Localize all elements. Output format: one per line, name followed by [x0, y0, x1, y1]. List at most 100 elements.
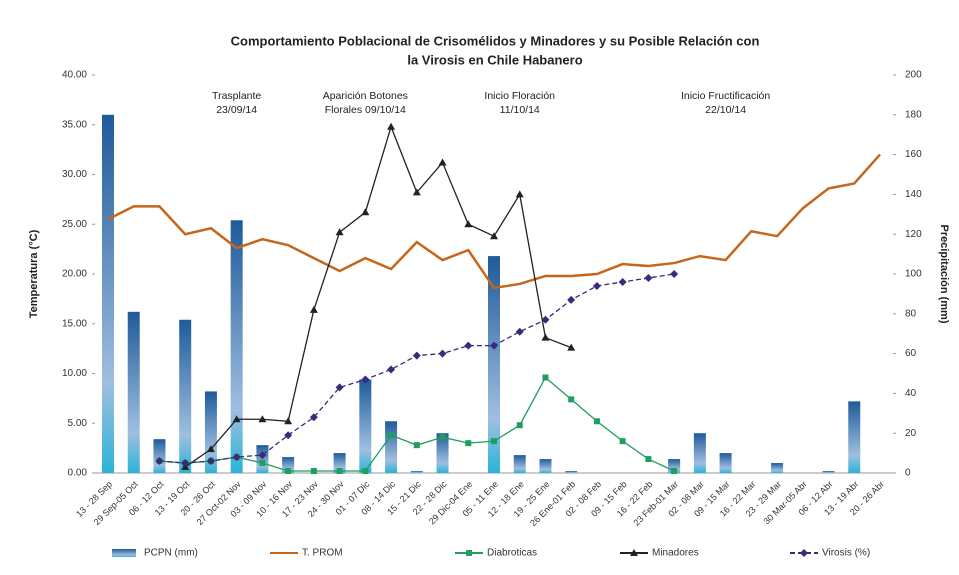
marker — [800, 549, 808, 557]
marker — [361, 375, 370, 384]
marker — [155, 457, 164, 466]
annotation: Aparición Botones — [323, 90, 408, 102]
y2-tick-label: 200 — [905, 70, 922, 81]
y-tick-label: 5.00 — [68, 418, 88, 429]
series-line — [107, 153, 881, 290]
marker — [515, 327, 524, 336]
y-tick-label: 35.00 — [62, 119, 87, 130]
marker — [413, 442, 420, 449]
bar — [385, 421, 398, 473]
marker — [232, 453, 241, 462]
marker — [284, 417, 293, 425]
y2-tick-label: 100 — [905, 269, 922, 280]
marker — [671, 468, 678, 475]
legend-label: T. PROM — [302, 548, 343, 559]
marker — [335, 383, 344, 392]
marker — [309, 413, 318, 422]
marker — [516, 422, 523, 429]
bar — [719, 453, 732, 473]
marker — [465, 440, 472, 447]
marker — [438, 158, 447, 166]
y-tick-label: 20.00 — [62, 269, 87, 280]
legend-swatch — [112, 549, 136, 557]
annotation: Florales 09/10/14 — [325, 104, 406, 116]
marker — [258, 451, 267, 460]
y2-tick-label: 140 — [905, 189, 922, 200]
bar — [822, 471, 835, 473]
y2-tick-label: 40 — [905, 388, 917, 399]
marker — [438, 349, 447, 358]
marker — [670, 270, 679, 278]
bar — [179, 319, 192, 473]
annotation: 11/10/14 — [500, 104, 540, 116]
legend-label: Minadores — [652, 548, 699, 559]
marker — [542, 374, 549, 381]
marker — [206, 457, 215, 466]
marker — [515, 190, 524, 198]
marker — [541, 333, 550, 341]
y2-tick-label: 180 — [905, 109, 922, 120]
marker — [490, 341, 498, 350]
bar — [102, 114, 114, 474]
marker — [541, 315, 550, 324]
marker — [336, 468, 343, 475]
marker — [466, 550, 472, 556]
y2-tick-label: 60 — [905, 348, 917, 359]
marker — [490, 232, 498, 240]
marker — [181, 459, 190, 468]
marker — [618, 277, 627, 286]
bar — [848, 401, 861, 473]
marker — [464, 220, 473, 228]
y2-tick-label: 120 — [905, 229, 922, 240]
marker — [387, 122, 396, 130]
y2-axis-title: Precipitación (mm) — [938, 224, 950, 323]
marker — [593, 418, 600, 425]
marker — [206, 445, 215, 453]
bar — [771, 463, 784, 473]
marker — [619, 438, 626, 445]
marker — [412, 188, 421, 196]
marker — [567, 295, 576, 304]
marker — [388, 432, 395, 439]
bar — [230, 220, 243, 473]
legend-label: PCPN (mm) — [144, 548, 198, 559]
chart-title: la Virosis en Chile Habanero — [407, 52, 582, 67]
marker — [644, 273, 653, 282]
bar — [513, 455, 526, 473]
marker — [310, 468, 317, 475]
bar — [127, 311, 140, 473]
bar — [488, 256, 500, 473]
marker — [284, 431, 293, 440]
marker — [592, 281, 601, 290]
marker — [464, 341, 473, 350]
y-tick-label: 40.00 — [62, 70, 87, 81]
y-tick-label: 25.00 — [62, 219, 87, 230]
marker — [335, 228, 344, 236]
marker — [645, 456, 652, 463]
marker — [361, 208, 370, 216]
annotation: Inicio Fructificación — [681, 90, 770, 102]
annotation: 23/09/14 — [216, 104, 257, 116]
y2-tick-label: 20 — [905, 428, 917, 439]
bar — [693, 433, 706, 473]
bar — [359, 379, 372, 473]
marker — [568, 396, 575, 403]
marker — [259, 460, 266, 467]
marker — [412, 351, 421, 360]
marker — [258, 415, 267, 423]
series-line — [184, 124, 572, 468]
y-axis-title: Temperatura (°C) — [28, 229, 40, 318]
y2-tick-label: 0 — [905, 468, 911, 479]
marker — [232, 415, 241, 423]
bar — [410, 471, 423, 473]
legend-label: Virosis (%) — [822, 548, 870, 559]
bar — [204, 391, 217, 473]
y-tick-label: 30.00 — [62, 169, 87, 180]
annotation: Trasplante — [212, 90, 261, 102]
marker — [387, 365, 396, 374]
marker — [491, 438, 497, 445]
annotation: 22/10/14 — [705, 104, 746, 116]
bar — [436, 433, 449, 473]
